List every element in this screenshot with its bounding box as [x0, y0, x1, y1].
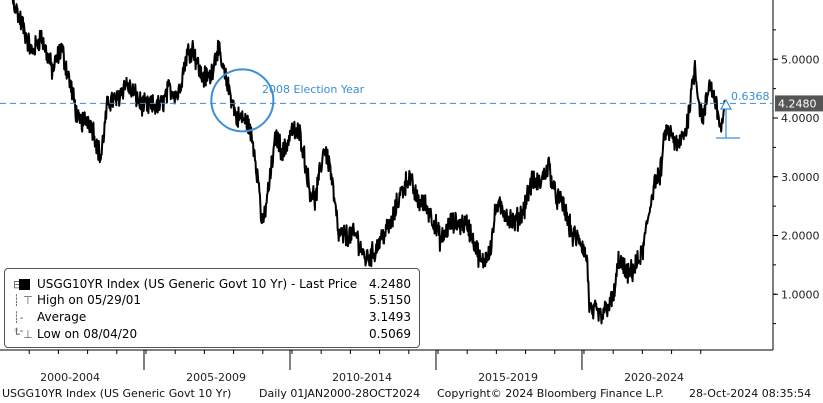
legend-row-low: └ ⊥ Low on 08/04/20 0.5069	[5, 327, 419, 343]
x-tick-label: 2000-2004	[40, 371, 100, 384]
high-marker-icon: ┊ ⊤	[13, 294, 33, 307]
y-tick-label: 4.0000	[781, 112, 820, 125]
legend-row-average: ┊-◦- Average 3.1493	[5, 310, 419, 337]
legend-title-row: ⊟ USGG10YR Index (US Generic Govt 10 Yr)…	[5, 277, 419, 293]
x-tick-label: 2010-2014	[332, 371, 392, 384]
legend-row-label: High on 05/29/01	[37, 293, 142, 307]
x-tick-label: 2015-2019	[478, 371, 538, 384]
y-tick-label: 5.0000	[781, 53, 820, 66]
change-label: 0.6368	[731, 90, 770, 103]
x-tick-label: 2005-2009	[186, 371, 246, 384]
footer-ticker: USGG10YR Index (US Generic Govt 10 Yr)	[2, 387, 232, 400]
series-line	[11, 0, 726, 325]
footer: USGG10YR Index (US Generic Govt 10 Yr) D…	[0, 387, 823, 403]
legend-last-value: 4.2480	[369, 277, 411, 291]
axes	[0, 0, 774, 351]
legend-row-label: Average	[37, 310, 87, 324]
legend-row-value: 0.5069	[369, 327, 411, 341]
legend-row-high: ┊ ⊤ High on 05/29/01 5.5150	[5, 293, 419, 309]
average-marker-icon: ┊-◦-	[13, 311, 24, 337]
change-arrow-head	[719, 98, 733, 110]
legend-row-value: 5.5150	[369, 293, 411, 307]
last-price-badge	[775, 95, 823, 112]
tick-labels: 5.0000 4.0000 3.0000 2.0000 1.0000 2000-2004 2…	[28, 29, 820, 384]
last-price-badge-text: 4.2480	[778, 97, 817, 110]
low-marker-icon: └ ⊥	[13, 328, 33, 341]
legend-row-value: 3.1493	[369, 310, 411, 324]
x-tick-label: 2020-2024	[624, 371, 684, 384]
election-circle	[210, 68, 275, 133]
footer-copyright: Copyright© 2024 Bloomberg Finance L.P.	[437, 387, 664, 400]
y-tick-label: 3.0000	[781, 171, 820, 184]
y-tick-label: 1.0000	[781, 288, 820, 301]
annotations: 2008 Election Year 0.6368 4.2480	[0, 68, 823, 139]
legend-expand-icon[interactable]: ⊟	[13, 278, 23, 291]
footer-timestamp: 28-Oct-2024 08:35:54	[689, 387, 812, 400]
legend-row-label: Low on 08/04/20	[37, 327, 138, 341]
y-tick-label: 2.0000	[781, 230, 820, 243]
legend-box: ⊟ USGG10YR Index (US Generic Govt 10 Yr)…	[4, 268, 420, 348]
series-line-group	[11, 0, 726, 325]
legend-title: USGG10YR Index (US Generic Govt 10 Yr) -…	[37, 277, 358, 291]
footer-range: Daily 01JAN2000-28OCT2024	[259, 387, 421, 400]
legend-series-swatch	[19, 279, 30, 290]
election-label: 2008 Election Year	[262, 83, 365, 96]
